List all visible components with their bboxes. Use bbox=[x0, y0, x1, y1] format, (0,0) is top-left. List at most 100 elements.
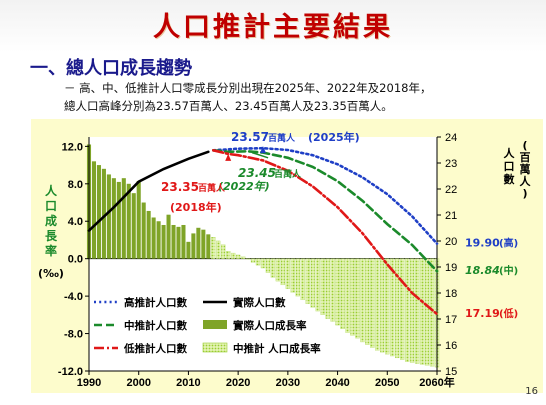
bullet-text-line-1: － 高、中、低推計人口零成長分別出現在2025年、2022年及2018年， bbox=[64, 81, 432, 95]
projected-growth-bar bbox=[300, 258, 305, 301]
right-tick-label: 20 bbox=[445, 236, 457, 248]
end-label-tag: (高) bbox=[499, 237, 518, 250]
population-chart: 12.0 8.0 4.0 0.0 -4.0 -8.0 -12.0 24 23 22 21 20 19 18… bbox=[31, 119, 543, 393]
projected-growth-bar bbox=[335, 258, 340, 326]
right-tick-label: 17 bbox=[445, 314, 457, 326]
right-tick-label: 24 bbox=[445, 132, 457, 144]
projected-growth-bar bbox=[221, 244, 226, 259]
annotation-mid-unit: 百萬人 bbox=[274, 168, 302, 180]
left-axis-title-char: 口 bbox=[45, 199, 57, 213]
projected-growth-bar bbox=[345, 258, 350, 333]
projected-growth-bar bbox=[305, 258, 310, 304]
projected-growth-bar bbox=[216, 240, 221, 259]
peak-pointer-mid bbox=[251, 151, 269, 159]
projected-growth-bar bbox=[375, 258, 380, 351]
annotation-mid-value: 23.45 bbox=[238, 166, 276, 180]
projected-growth-bar bbox=[385, 258, 390, 355]
left-axis-title-char: 成 bbox=[45, 213, 57, 228]
actual-growth-bar bbox=[151, 217, 156, 259]
projected-growth-bar bbox=[370, 258, 375, 348]
left-tick-label: 8.0 bbox=[68, 179, 83, 191]
peak-marker-high bbox=[260, 146, 266, 154]
projected-growth-bar bbox=[280, 258, 286, 286]
actual-growth-bar bbox=[131, 193, 136, 259]
projected-growth-bar bbox=[400, 258, 405, 360]
annotation-high-unit: 百萬人 bbox=[268, 132, 296, 144]
annotation-low-unit: 百萬人 bbox=[198, 182, 226, 194]
actual-growth-bar bbox=[141, 202, 146, 259]
right-axis-title-char: 數 bbox=[504, 172, 515, 186]
actual-growth-bar bbox=[176, 226, 181, 259]
x-tick-label: 2050 bbox=[375, 377, 399, 389]
projected-growth-bar bbox=[365, 258, 370, 345]
projected-growth-bar bbox=[330, 258, 335, 322]
actual-growth-bar bbox=[156, 221, 161, 259]
end-label-tag: (低) bbox=[499, 307, 518, 320]
actual-growth-bar bbox=[106, 174, 111, 259]
projected-growth-bar bbox=[404, 258, 410, 362]
left-tick-label: 12.0 bbox=[62, 141, 83, 153]
projected-growth-bar bbox=[250, 258, 256, 263]
left-tick-label: 4.0 bbox=[68, 216, 83, 228]
right-tick-label: 22 bbox=[445, 184, 457, 196]
projected-growth-bar bbox=[285, 258, 291, 289]
series-line-dashed bbox=[212, 148, 439, 273]
actual-growth-bar bbox=[111, 178, 116, 259]
actual-growth-bar bbox=[126, 183, 131, 259]
actual-growth-bar bbox=[196, 227, 201, 259]
right-tick-label: 23 bbox=[445, 158, 457, 170]
projected-growth-bar bbox=[315, 258, 320, 312]
actual-growth-bar bbox=[101, 168, 106, 259]
legend-label: 中推計 人口成長率 bbox=[233, 342, 321, 355]
legend-swatch-bar bbox=[203, 320, 227, 329]
legend-label: 高推計人口數 bbox=[124, 296, 187, 309]
projected-growth-bar bbox=[390, 258, 395, 357]
actual-growth-bar bbox=[166, 214, 171, 259]
actual-growth-bar bbox=[121, 178, 126, 259]
x-tick-label: 2030 bbox=[276, 377, 300, 389]
right-axis-title-char: ) bbox=[522, 187, 527, 200]
actual-growth-bar bbox=[96, 165, 101, 259]
page-number: 16 bbox=[525, 386, 538, 397]
actual-growth-bar bbox=[146, 210, 151, 259]
projected-growth-bar bbox=[275, 258, 281, 282]
right-axis-title-char: 口 bbox=[504, 160, 515, 173]
projected-growth-bar bbox=[235, 254, 241, 259]
projected-growth-bar bbox=[211, 237, 216, 259]
annotation-low-year: (2018年) bbox=[170, 200, 222, 214]
left-tick-label: -12.0 bbox=[58, 366, 83, 378]
x-tick-label: 2040 bbox=[325, 377, 349, 389]
peak-marker-low bbox=[225, 153, 232, 161]
projected-growth-bar bbox=[230, 252, 236, 259]
annotation-mid-year: (2022年) bbox=[218, 180, 270, 193]
projected-growth-bar bbox=[395, 258, 400, 359]
right-axis-title-char: 萬 bbox=[520, 162, 531, 176]
projected-growth-bar bbox=[310, 258, 315, 308]
projected-growth-bar bbox=[260, 258, 266, 269]
x-tick-label: 2000 bbox=[126, 377, 150, 389]
actual-growth-bar bbox=[171, 224, 176, 259]
series-line-dotted bbox=[212, 146, 439, 245]
right-tick-label: 18 bbox=[445, 288, 457, 300]
annotation-high-year: (2025年) bbox=[308, 130, 360, 144]
right-tick-label: 21 bbox=[445, 210, 457, 222]
projected-growth-bar bbox=[424, 258, 430, 366]
projected-growth-bar bbox=[409, 258, 415, 363]
projected-growth-bar bbox=[355, 258, 360, 339]
actual-growth-bar bbox=[161, 224, 166, 259]
actual-growth-bar bbox=[186, 241, 191, 259]
annotation-high-value: 23.57 bbox=[231, 130, 269, 144]
left-tick-label: -4.0 bbox=[64, 291, 83, 303]
projected-growth-bar bbox=[226, 251, 231, 259]
actual-growth-bar bbox=[136, 180, 141, 259]
actual-growth-bar bbox=[91, 161, 97, 259]
annotation-low-value: 23.35 bbox=[161, 180, 199, 194]
series-line-solid bbox=[87, 150, 210, 232]
actual-growth-bar bbox=[201, 229, 206, 259]
legend-label: 實際人口成長率 bbox=[233, 319, 307, 332]
projected-growth-bar bbox=[414, 258, 420, 364]
slide-title: 人口推計主要結果 bbox=[153, 12, 393, 43]
projected-growth-bar bbox=[325, 258, 330, 319]
projected-growth-bar bbox=[240, 256, 246, 259]
right-axis-title-char: ( bbox=[522, 139, 527, 152]
